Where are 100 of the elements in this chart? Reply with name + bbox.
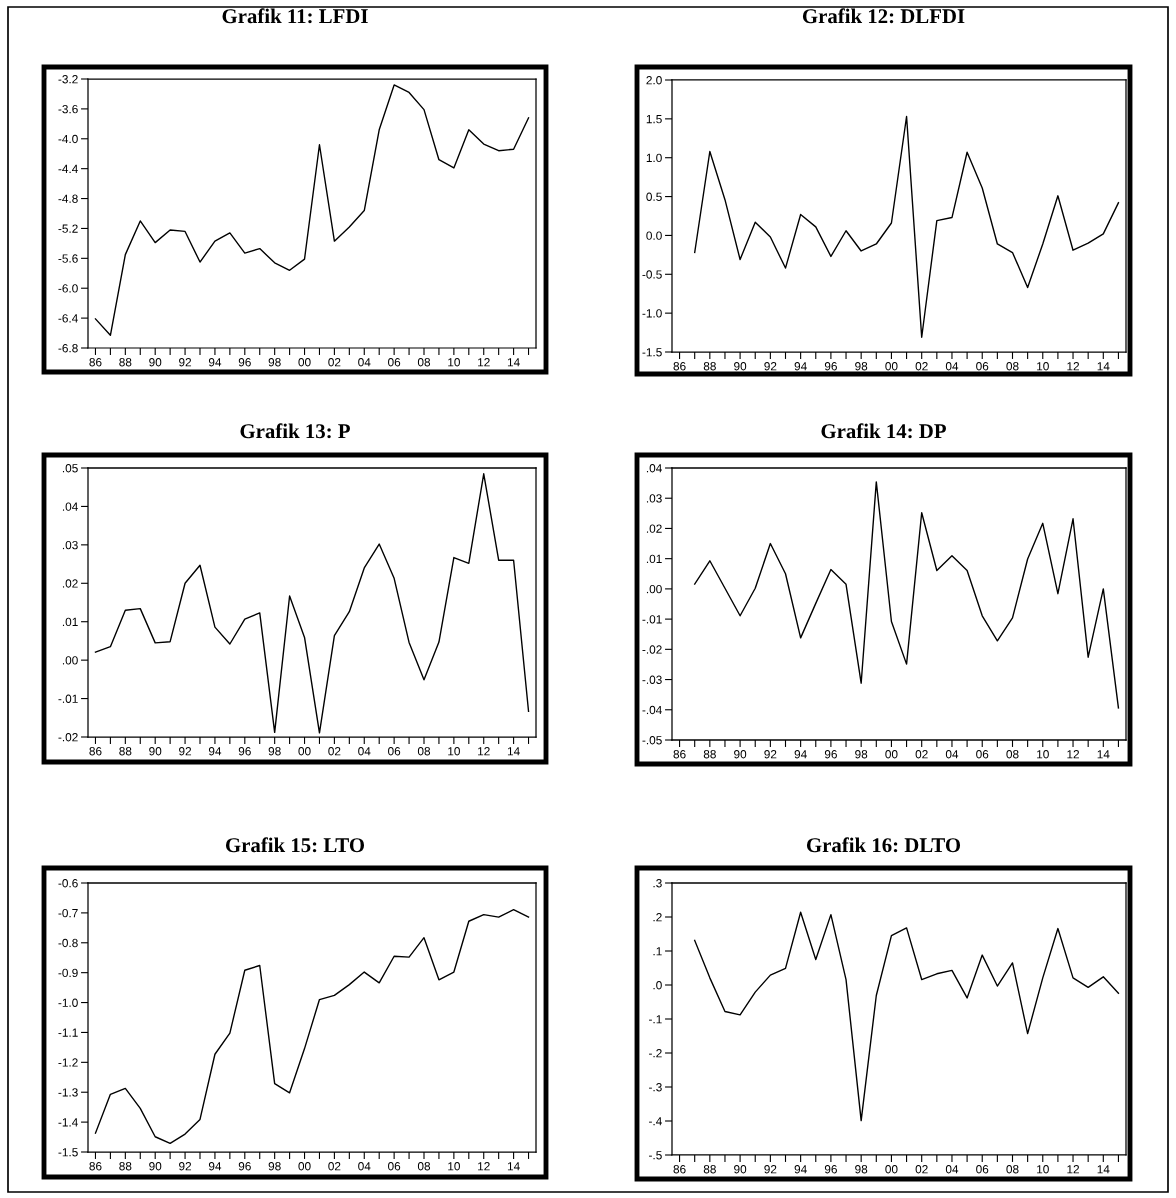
y-tick-label: -6.8 [58, 344, 78, 353]
x-tick-label: 02 [328, 1162, 341, 1171]
x-tick-label: 92 [179, 1162, 192, 1171]
y-tick-label: -4.0 [58, 134, 78, 144]
y-tick-label: -.05 [642, 736, 662, 745]
x-tick-label: 00 [298, 1162, 311, 1171]
x-tick-label: 90 [149, 747, 162, 756]
y-tick-label: -.01 [58, 694, 78, 703]
x-tick-label: 88 [119, 358, 132, 367]
x-tick-label: 10 [448, 747, 460, 756]
y-tick-label: .03 [62, 540, 78, 550]
x-tick-label: 12 [1067, 1165, 1080, 1174]
y-tick-label: -0.7 [58, 908, 78, 918]
x-tick-label: 92 [179, 747, 192, 756]
y-tick-label: -0.8 [58, 938, 78, 948]
x-tick-label: 14 [1097, 362, 1110, 371]
x-tick-label: 88 [119, 747, 132, 756]
y-tick-label: -1.5 [58, 1148, 78, 1157]
x-tick-label: 86 [673, 1165, 686, 1174]
x-tick-label: 08 [1006, 362, 1019, 371]
x-tick-label: 96 [824, 750, 837, 759]
y-tick-label: .02 [62, 579, 78, 588]
y-tick-label: .00 [62, 656, 78, 665]
x-tick-label: 88 [703, 750, 716, 759]
y-tick-label: -5.6 [58, 254, 78, 263]
line-series [94, 473, 530, 734]
y-tick-label: .1 [653, 947, 662, 956]
x-tick-label: 14 [1097, 1165, 1110, 1174]
y-tick-label: -4.4 [58, 164, 78, 173]
x-tick-label: 94 [208, 1162, 222, 1171]
y-tick-label: -3.2 [58, 75, 78, 84]
x-tick-label: 86 [673, 362, 686, 371]
y-tick-label: -0.5 [642, 270, 662, 279]
x-tick-label: 02 [915, 1165, 928, 1174]
x-tick-label: 04 [358, 1162, 371, 1171]
x-tick-label: 06 [976, 750, 989, 759]
y-tick-label: -.01 [642, 615, 662, 624]
x-tick-label: 12 [1067, 750, 1080, 759]
x-tick-label: 08 [417, 747, 431, 756]
y-tick-label: .03 [646, 494, 662, 503]
x-tick-label: 06 [388, 747, 401, 756]
x-tick-label: 14 [1097, 750, 1110, 759]
x-tick-label: 00 [298, 358, 311, 367]
x-tick-label: 06 [976, 362, 989, 371]
x-tick-label: 10 [1037, 750, 1049, 759]
x-tick-label: 90 [734, 362, 747, 371]
y-tick-label: -.04 [642, 705, 662, 715]
x-tick-label: 06 [388, 1162, 401, 1171]
y-tick-label: .02 [646, 524, 662, 533]
chart-title: Grafik 13: P [240, 423, 350, 439]
x-tick-label: 02 [915, 750, 928, 759]
x-tick-label: 86 [89, 1162, 102, 1171]
x-tick-label: 96 [824, 1165, 837, 1174]
y-tick-label: -.03 [642, 675, 662, 684]
x-tick-label: 10 [448, 1162, 460, 1171]
x-tick-label: 04 [945, 750, 959, 759]
y-tick-label: -1.1 [58, 1028, 78, 1037]
x-tick-label: 08 [1006, 750, 1019, 759]
y-tick-label: -1.2 [58, 1058, 78, 1067]
y-tick-label: -6.4 [58, 314, 78, 323]
x-tick-label: 14 [507, 358, 520, 367]
y-tick-label: -.4 [649, 1117, 662, 1126]
x-tick-label: 00 [885, 1165, 898, 1174]
x-tick-label: 96 [238, 1162, 251, 1171]
y-tick-label: 0.5 [646, 192, 662, 201]
y-tick-label: .3 [653, 879, 662, 888]
x-tick-label: 02 [328, 358, 341, 367]
x-tick-label: 98 [855, 362, 868, 371]
x-tick-label: 00 [298, 747, 311, 756]
y-tick-label: .0 [653, 981, 662, 990]
chart-title: Grafik 16: DLTO [806, 837, 961, 853]
x-tick-label: 94 [208, 358, 222, 367]
x-tick-label: 92 [764, 1165, 777, 1174]
x-tick-label: 92 [764, 750, 777, 759]
x-tick-label: 98 [268, 1162, 281, 1171]
y-tick-label: -1.3 [58, 1088, 78, 1097]
x-tick-label: 06 [976, 1165, 989, 1174]
x-tick-label: 98 [855, 750, 868, 759]
y-tick-label: -.02 [642, 645, 662, 654]
chart-title: Grafik 11: LFDI [222, 8, 368, 24]
y-tick-label: -.1 [649, 1015, 662, 1024]
y-tick-label: -.02 [58, 733, 78, 742]
x-tick-label: 88 [119, 1162, 132, 1171]
line-series [694, 911, 1120, 1122]
y-tick-label: .05 [62, 464, 78, 473]
x-tick-label: 94 [794, 362, 807, 371]
line-series [694, 115, 1120, 338]
y-tick-label: -3.6 [58, 104, 78, 114]
x-tick-label: 04 [945, 1165, 959, 1174]
y-tick-label: .04 [646, 464, 662, 473]
x-tick-label: 92 [179, 358, 192, 367]
x-tick-label: 98 [268, 747, 281, 756]
x-tick-label: 08 [417, 358, 431, 367]
line-series [94, 908, 530, 1145]
x-tick-label: 02 [915, 362, 928, 371]
x-tick-label: 90 [734, 1165, 747, 1174]
x-tick-label: 00 [885, 362, 898, 371]
y-tick-label: -4.8 [58, 194, 78, 203]
y-tick-label: -6.0 [58, 284, 78, 293]
x-tick-label: 94 [794, 750, 807, 759]
